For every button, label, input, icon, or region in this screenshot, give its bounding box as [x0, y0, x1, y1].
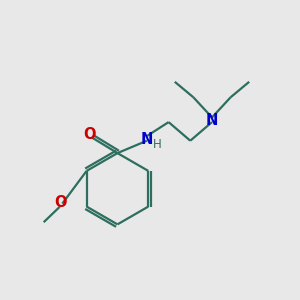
Text: O: O	[83, 127, 96, 142]
Text: O: O	[55, 195, 67, 210]
Text: N: N	[141, 132, 153, 147]
Text: H: H	[153, 138, 162, 151]
Text: N: N	[206, 113, 218, 128]
